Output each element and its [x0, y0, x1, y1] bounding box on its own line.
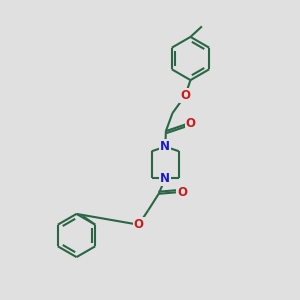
Text: N: N	[160, 140, 170, 153]
Text: N: N	[160, 172, 170, 185]
Text: O: O	[134, 218, 144, 231]
Text: O: O	[186, 117, 196, 130]
Text: O: O	[177, 186, 187, 199]
Text: O: O	[180, 89, 190, 102]
